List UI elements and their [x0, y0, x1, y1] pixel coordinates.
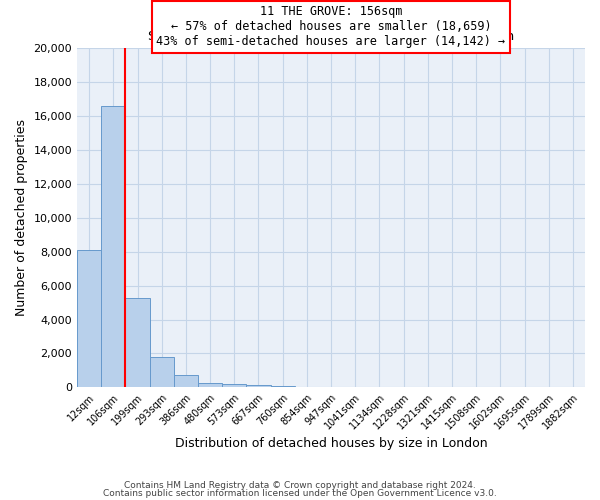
Y-axis label: Number of detached properties: Number of detached properties [15, 120, 28, 316]
Bar [77, 250, 101, 388]
Text: Contains HM Land Registry data © Crown copyright and database right 2024.: Contains HM Land Registry data © Crown c… [124, 480, 476, 490]
Bar [271, 386, 295, 388]
Bar [222, 384, 247, 388]
Bar [125, 298, 149, 388]
Bar [174, 374, 198, 388]
Bar [149, 357, 174, 388]
Bar [198, 382, 222, 388]
Text: 11 THE GROVE: 156sqm
← 57% of detached houses are smaller (18,659)
43% of semi-d: 11 THE GROVE: 156sqm ← 57% of detached h… [157, 6, 506, 48]
Title: 11, THE GROVE, BEXLEYHEATH, DA6 8HD
Size of property relative to detached houses: 11, THE GROVE, BEXLEYHEATH, DA6 8HD Size… [148, 15, 514, 43]
Text: Contains public sector information licensed under the Open Government Licence v3: Contains public sector information licen… [103, 489, 497, 498]
Bar [101, 106, 125, 388]
Bar [247, 385, 271, 388]
X-axis label: Distribution of detached houses by size in London: Distribution of detached houses by size … [175, 437, 487, 450]
